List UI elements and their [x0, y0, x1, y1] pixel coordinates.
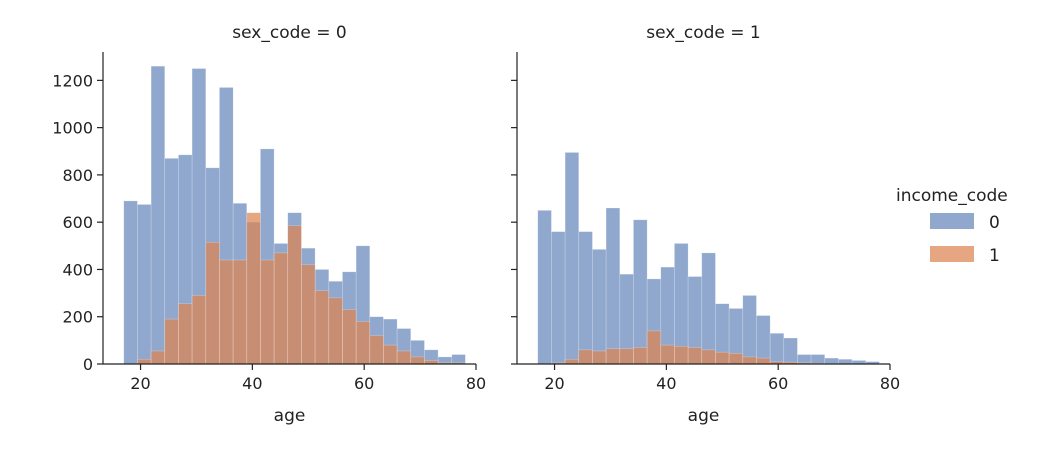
histogram-bar: [137, 359, 151, 364]
histogram-bar: [274, 253, 288, 364]
x-tick-label: 20: [544, 374, 564, 393]
histogram-bar: [301, 265, 315, 364]
histogram-bar: [633, 220, 647, 364]
y-tick-label: 600: [62, 213, 93, 232]
histogram-bar: [606, 349, 620, 364]
legend-swatch: [930, 213, 974, 229]
histogram-bar: [838, 359, 852, 364]
legend: income_code 0 1: [896, 186, 1008, 266]
x-tick-label: 60: [354, 374, 374, 393]
x-tick-label: 40: [656, 374, 676, 393]
histogram-bar: [329, 298, 343, 364]
histogram-bar: [661, 345, 675, 364]
x-axis-label: age: [274, 406, 306, 426]
histogram-bar: [356, 321, 370, 364]
histogram-bar: [288, 226, 302, 364]
y-tick-label: 800: [62, 166, 93, 185]
histogram-bar: [592, 351, 606, 364]
facet-title: sex_code = 0: [232, 23, 346, 43]
legend-label: 1: [989, 246, 1000, 266]
y-tick-label: 200: [62, 308, 93, 327]
histogram-bar: [688, 347, 702, 364]
histogram-bar: [702, 350, 716, 364]
histogram-bar: [743, 295, 757, 364]
y-tick-label: 0: [83, 355, 93, 374]
histogram-bar: [247, 213, 261, 364]
facet-title: sex_code = 1: [646, 23, 760, 43]
histogram-bar: [811, 355, 825, 364]
histogram-bar: [370, 336, 384, 364]
histogram-bar: [633, 347, 647, 364]
x-tick-label: 60: [768, 374, 788, 393]
histogram-bar: [165, 319, 179, 364]
histogram-bar: [702, 253, 716, 364]
histogram-bar: [206, 242, 220, 364]
x-tick-label: 40: [242, 374, 262, 393]
histogram-bar: [770, 333, 784, 364]
histogram-bar: [743, 357, 757, 364]
histogram-bar: [606, 208, 620, 364]
histogram-bar: [397, 351, 411, 364]
x-tick-label: 20: [130, 374, 150, 393]
histogram-bar: [784, 338, 798, 364]
histogram-bar: [674, 243, 688, 364]
legend-swatch: [930, 246, 974, 262]
histogram-bar: [729, 353, 743, 364]
histogram-bar: [315, 291, 329, 364]
y-tick-label: 400: [62, 260, 93, 279]
legend-title: income_code: [896, 186, 1008, 206]
histogram-bar: [233, 260, 247, 364]
histogram-bar: [565, 152, 579, 364]
histogram-bar: [260, 260, 274, 364]
y-tick-label: 1000: [52, 119, 93, 138]
series-0-bars: [538, 152, 880, 364]
x-tick-label: 80: [880, 374, 900, 393]
histogram-bar: [178, 304, 192, 364]
histogram-bar: [579, 232, 593, 364]
legend-label: 0: [989, 213, 1000, 233]
histogram-bar: [825, 358, 839, 364]
histogram-bar: [592, 249, 606, 364]
histogram-bar: [137, 204, 151, 364]
histogram-bar: [151, 351, 165, 364]
histogram-bar: [579, 350, 593, 364]
histogram-bar: [674, 346, 688, 364]
histogram-bar: [192, 295, 206, 364]
facet-panel: sex_code = 0 0 200 400 600 800 1000 1200 20 40 60 8…: [52, 23, 486, 426]
histogram-bar: [756, 358, 770, 364]
histogram-bar: [647, 331, 661, 364]
histogram-bar: [551, 232, 565, 364]
histogram-bar: [538, 210, 552, 364]
histogram-bar: [565, 359, 579, 364]
histogram-bar: [620, 349, 634, 364]
histogram-bar: [715, 352, 729, 364]
x-tick-label: 80: [466, 374, 486, 393]
histogram-bar: [124, 201, 138, 364]
histogram-bar: [342, 310, 356, 364]
histogram-bar: [756, 316, 770, 364]
y-tick-label: 1200: [52, 71, 93, 90]
facet-panel: sex_code = 1 20 40 60 80 age: [511, 23, 900, 426]
x-axis-label: age: [688, 406, 720, 426]
histogram-bar: [411, 357, 425, 364]
histogram-bar: [383, 345, 397, 364]
histogram-bar: [219, 260, 233, 364]
histogram-bar: [151, 66, 165, 364]
